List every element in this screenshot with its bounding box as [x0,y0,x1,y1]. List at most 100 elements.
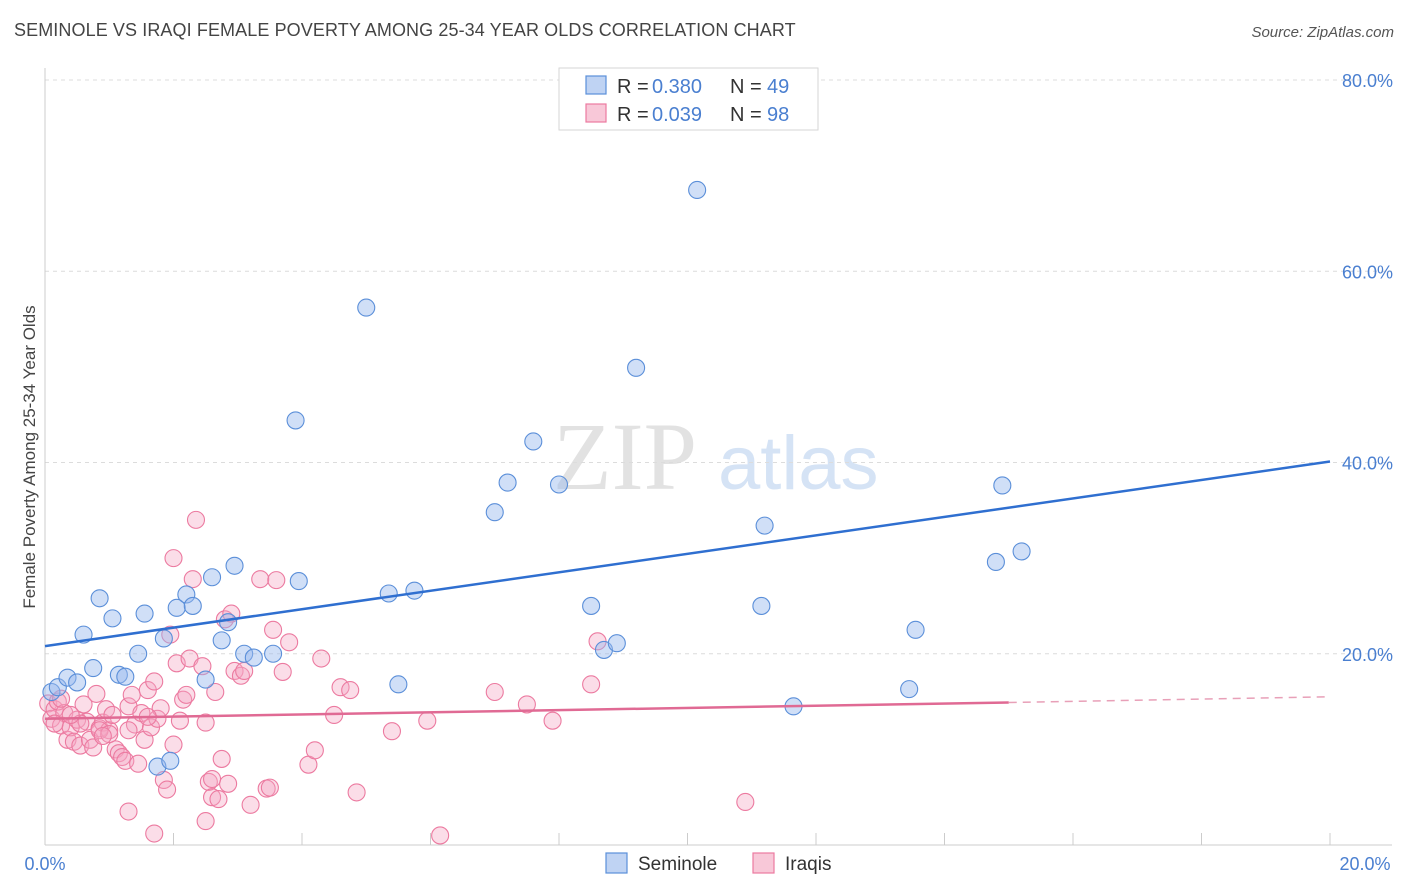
stats-n-value-iraqis: 98 [767,104,789,126]
point-iraqis [61,705,80,725]
stats-swatch-iraqis [585,103,607,123]
point-seminole [755,516,774,535]
point-seminole [549,475,569,494]
x-tick-label: 20.0% [1339,854,1390,874]
legend: Seminole Iraqis [605,852,831,875]
point-seminole [986,552,1005,572]
point-seminole [90,589,109,608]
point-iraqis [231,666,251,685]
point-seminole [357,298,376,317]
point-seminole [286,411,305,430]
y-tick-label: 80.0% [1342,71,1393,91]
point-iraqis [251,570,270,589]
stats-n-label-iraqis: N = [730,104,762,126]
point-iraqis [517,695,536,714]
point-iraqis [193,657,212,676]
point-iraqis [305,741,324,760]
legend-label-seminole: Seminole [638,854,717,875]
point-seminole [161,751,180,770]
point-seminole [289,572,308,591]
point-seminole [58,668,77,687]
point-iraqis [736,792,755,812]
point-iraqis [431,826,450,845]
point-iraqis [382,722,402,741]
point-iraqis [145,824,164,843]
point-seminole [498,473,517,492]
point-iraqis [170,711,189,730]
point-seminole [405,581,424,600]
stats-box: R = 0.380 N = 49 R = 0.039 N = 98 [558,67,819,131]
point-iraqis [267,571,286,590]
y-tick-label: 40.0% [1342,454,1393,474]
point-iraqis [119,802,138,821]
source-label: Source: ZipAtlas.com [1251,24,1394,41]
point-iraqis [203,769,222,789]
point-iraqis [485,682,504,702]
point-iraqis [145,672,164,691]
point-seminole [219,613,238,632]
data-points [39,180,1031,845]
y-tick-label: 60.0% [1342,262,1393,282]
stats-r-value-seminole: 0.380 [652,76,702,98]
trend-line-iraqis-extension [1008,696,1331,704]
point-iraqis [186,510,206,529]
point-iraqis [341,681,360,700]
point-iraqis [48,692,67,711]
point-seminole [196,670,215,689]
point-iraqis [158,780,177,799]
point-iraqis [177,685,196,704]
point-iraqis [74,695,93,714]
point-iraqis [582,675,601,694]
point-iraqis [212,749,231,768]
point-seminole [48,678,67,697]
point-seminole [203,568,222,587]
watermark-atlas: atlas [718,421,879,506]
stats-r-label-seminole: R = [617,76,649,98]
point-seminole [129,644,148,663]
point-iraqis [543,711,562,730]
point-iraqis [103,705,122,725]
point-iraqis [199,772,218,791]
point-seminole [379,584,398,603]
point-iraqis [164,735,183,754]
point-iraqis [347,783,366,802]
point-iraqis [164,549,183,568]
y-axis-label: Female Poverty Among 25-34 Year Olds [20,305,39,608]
point-seminole [154,629,173,648]
point-seminole [103,609,122,628]
point-seminole [244,648,263,667]
point-seminole [212,631,231,650]
point-seminole [225,556,244,575]
stats-n-value-seminole: 49 [767,76,789,98]
point-iraqis [219,774,238,793]
point-seminole [752,596,771,615]
point-seminole [688,180,707,200]
trend-line-iraqis [44,701,1009,721]
trend-line-seminole [44,460,1331,648]
x-tick-label: 0.0% [24,854,65,874]
point-iraqis [209,790,228,809]
tick-labels: 0.0% 20.0% 20.0% 40.0% 60.0% 80.0% [24,71,1393,874]
point-iraqis [122,685,141,704]
point-iraqis [280,633,299,652]
point-iraqis [93,726,112,746]
point-iraqis [206,682,225,702]
watermark-zip: ZIP [553,403,697,510]
legend-swatch-iraqis [752,852,775,874]
point-seminole [183,596,202,615]
point-iraqis [100,725,119,744]
point-seminole [68,673,87,692]
point-seminole [389,675,408,694]
trend-lines [44,460,1331,721]
point-seminole [607,634,626,653]
legend-swatch-seminole [605,852,628,874]
point-seminole [627,358,646,377]
point-iraqis [273,662,292,681]
chart-title: SEMINOLE VS IRAQI FEMALE POVERTY AMONG 2… [14,20,796,40]
point-seminole [993,476,1012,495]
point-seminole [906,620,925,639]
point-seminole [109,665,128,684]
point-iraqis [90,721,109,740]
point-iraqis [129,754,148,773]
